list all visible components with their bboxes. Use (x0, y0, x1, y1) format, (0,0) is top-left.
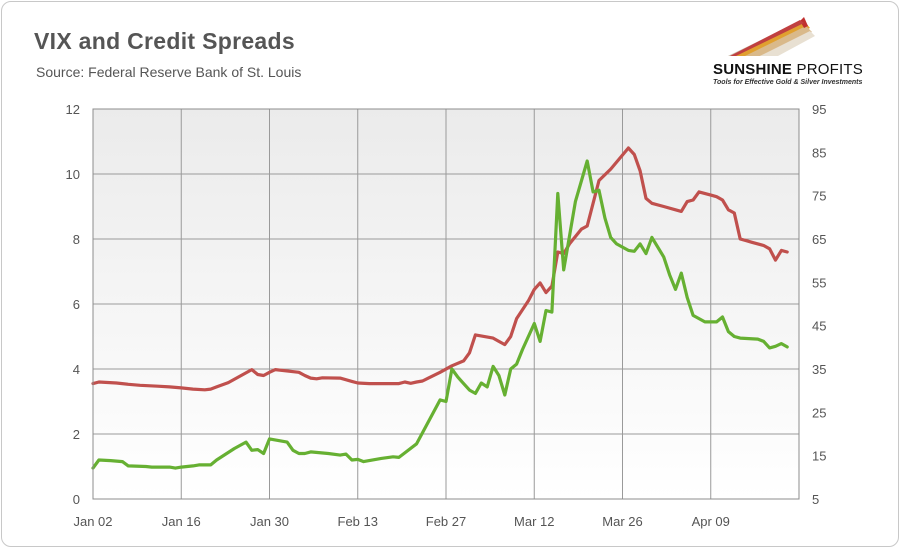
right-tick-label: 75 (812, 189, 826, 204)
left-tick-label: 4 (73, 362, 80, 377)
logo-name-bold: SUNSHINE (713, 61, 793, 78)
x-axis-ticks: Jan 02 Jan 16 Jan 30 Feb 13 Feb 27 Mar 12 Mar … (73, 514, 729, 529)
right-tick-label: 5 (812, 492, 819, 507)
series-line-2 (91, 159, 789, 470)
right-tick-label: 25 (812, 405, 826, 420)
x-tick-label: Mar 12 (514, 514, 554, 529)
right-tick-label: 65 (812, 232, 826, 247)
left-tick-label: 0 (73, 492, 80, 507)
x-tick-label: Apr 09 (692, 514, 730, 529)
right-tick-label: 35 (812, 362, 826, 377)
x-tick-label: Jan 02 (73, 514, 112, 529)
right-tick-label: 15 (812, 449, 826, 464)
x-tick-label: Jan 30 (250, 514, 289, 529)
right-axis-ticks: 5 15 25 35 45 55 65 75 85 95 (812, 102, 826, 507)
plot-border (92, 108, 800, 500)
x-tick-label: Jan 16 (162, 514, 201, 529)
x-tick-label: Mar 26 (602, 514, 642, 529)
left-tick-label: 8 (73, 232, 80, 247)
x-tick-label: Feb 13 (338, 514, 378, 529)
right-tick-label: 45 (812, 319, 826, 334)
logo-name-light: PROFITS (792, 61, 863, 78)
right-tick-label: 95 (812, 102, 826, 117)
series-lines (91, 146, 789, 470)
left-tick-label: 2 (73, 427, 80, 442)
left-tick-label: 12 (66, 102, 80, 117)
left-tick-label: 6 (73, 297, 80, 312)
chart-subtitle: Source: Federal Reserve Bank of St. Loui… (36, 64, 302, 80)
left-axis-ticks: 0 2 4 6 8 10 12 (66, 102, 80, 507)
logo-name: SUNSHINE PROFITS (713, 61, 863, 78)
chart-title: VIX and Credit Spreads (34, 28, 295, 54)
series-line-1 (91, 146, 789, 392)
logo-tagline: Tools for Effective Gold & Silver Invest… (713, 79, 863, 86)
x-tick-label: Feb 27 (426, 514, 466, 529)
right-tick-label: 85 (812, 145, 826, 160)
right-tick-label: 55 (812, 275, 826, 290)
sunshine-profits-logo-icon (728, 17, 815, 56)
left-tick-label: 10 (66, 167, 80, 182)
